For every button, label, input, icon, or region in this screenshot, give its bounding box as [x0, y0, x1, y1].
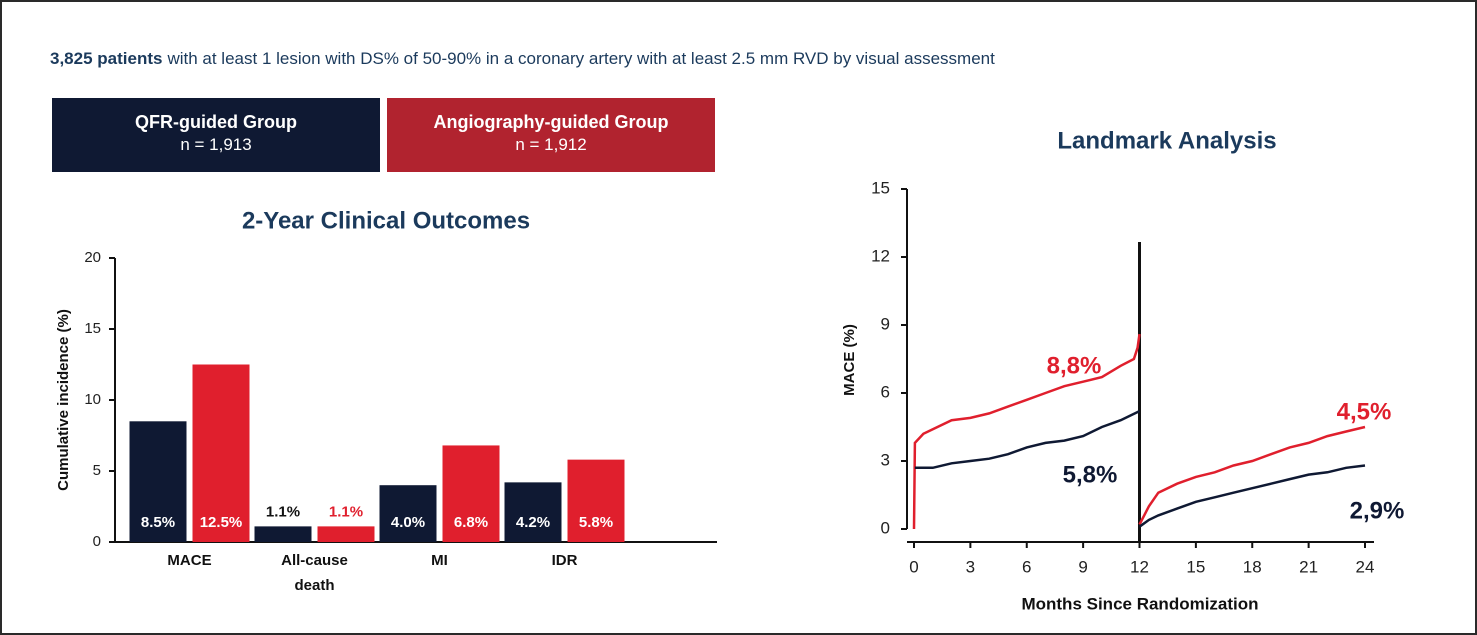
bar [192, 364, 250, 542]
y-tick-label: 15 [84, 320, 101, 337]
legend-label: Angiography-guided Group [433, 112, 669, 132]
legend-label: QFR-guided Group [135, 112, 297, 132]
line [1138, 425, 1366, 526]
x-tick-label: MI [431, 552, 448, 569]
x-axis-label: Months Since Randomization [1021, 594, 1258, 613]
bar [317, 526, 375, 542]
x-tick-label: IDR [551, 552, 578, 569]
legend-note: n = 1,913 [180, 135, 252, 154]
legend-box: QFR-guided Group n = 1,913 [52, 98, 380, 172]
x-tick-label: 15 [1186, 557, 1205, 576]
value-label: 4.0% [391, 514, 425, 531]
x-tick-label: 12 [1130, 557, 1149, 576]
header: 3,825 patients with at least 1 lesion wit… [50, 49, 995, 69]
annotation: 8,8% [1047, 352, 1102, 379]
y-tick-label: 6 [881, 382, 890, 401]
x-tick-label: 21 [1299, 557, 1318, 576]
y-tick-label: 15 [871, 178, 890, 197]
x-tick-label: 18 [1243, 557, 1262, 576]
y-tick-label: 3 [881, 450, 890, 469]
x-tick-label: 24 [1356, 557, 1375, 576]
value-label: 6.8% [454, 514, 488, 531]
y-tick-label: 9 [881, 314, 890, 333]
bar [442, 445, 500, 542]
header-bold: 3,825 patients [50, 49, 163, 68]
value-label: 5.8% [579, 514, 613, 531]
bar [504, 482, 562, 542]
y-tick-label: 0 [93, 533, 101, 550]
y-tick-label: 5 [93, 462, 101, 479]
y-tick-label: 20 [84, 249, 101, 266]
x-tick-label: 6 [1022, 557, 1031, 576]
bar [379, 485, 437, 542]
y-tick-label: 10 [84, 391, 101, 408]
x-tick-label: 9 [1078, 557, 1087, 576]
y-tick-label: 0 [881, 518, 890, 537]
header-text: with at least 1 lesion with DS% of 50-90… [167, 49, 995, 68]
annotation: 2,9% [1350, 497, 1405, 524]
x-tick-label: 3 [966, 557, 975, 576]
bar [567, 459, 625, 542]
annotation: 4,5% [1337, 398, 1392, 425]
line [912, 333, 1141, 530]
legend-box: Angiography-guided Group n = 1,912 [387, 98, 715, 172]
y-tick-label: 12 [871, 246, 890, 265]
x-tick-label: 0 [909, 557, 918, 576]
x-tick-label: MACE [167, 552, 212, 569]
chart-title: Landmark Analysis [1057, 127, 1276, 154]
y-axis-label: MACE (%) [841, 324, 858, 396]
chart-title: 2-Year Clinical Outcomes [242, 207, 530, 234]
y-axis-label: Cumulative incidence (%) [55, 309, 72, 491]
value-label: 1.1% [329, 503, 363, 520]
line [914, 409, 1141, 470]
annotation: 5,8% [1063, 461, 1118, 488]
value-label: 8.5% [141, 514, 175, 531]
value-label: 12.5% [200, 514, 243, 531]
bar [129, 421, 187, 542]
value-label: 1.1% [266, 503, 300, 520]
x-tick-label: All-cause death [281, 552, 348, 594]
line [1138, 464, 1366, 528]
value-label: 4.2% [516, 514, 550, 531]
legend-note: n = 1,912 [515, 135, 587, 154]
bar [254, 526, 312, 542]
